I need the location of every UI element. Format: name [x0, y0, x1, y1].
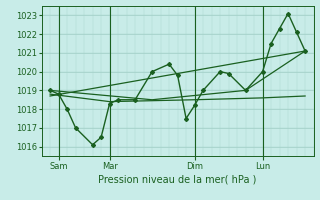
X-axis label: Pression niveau de la mer( hPa ): Pression niveau de la mer( hPa ): [99, 175, 257, 185]
